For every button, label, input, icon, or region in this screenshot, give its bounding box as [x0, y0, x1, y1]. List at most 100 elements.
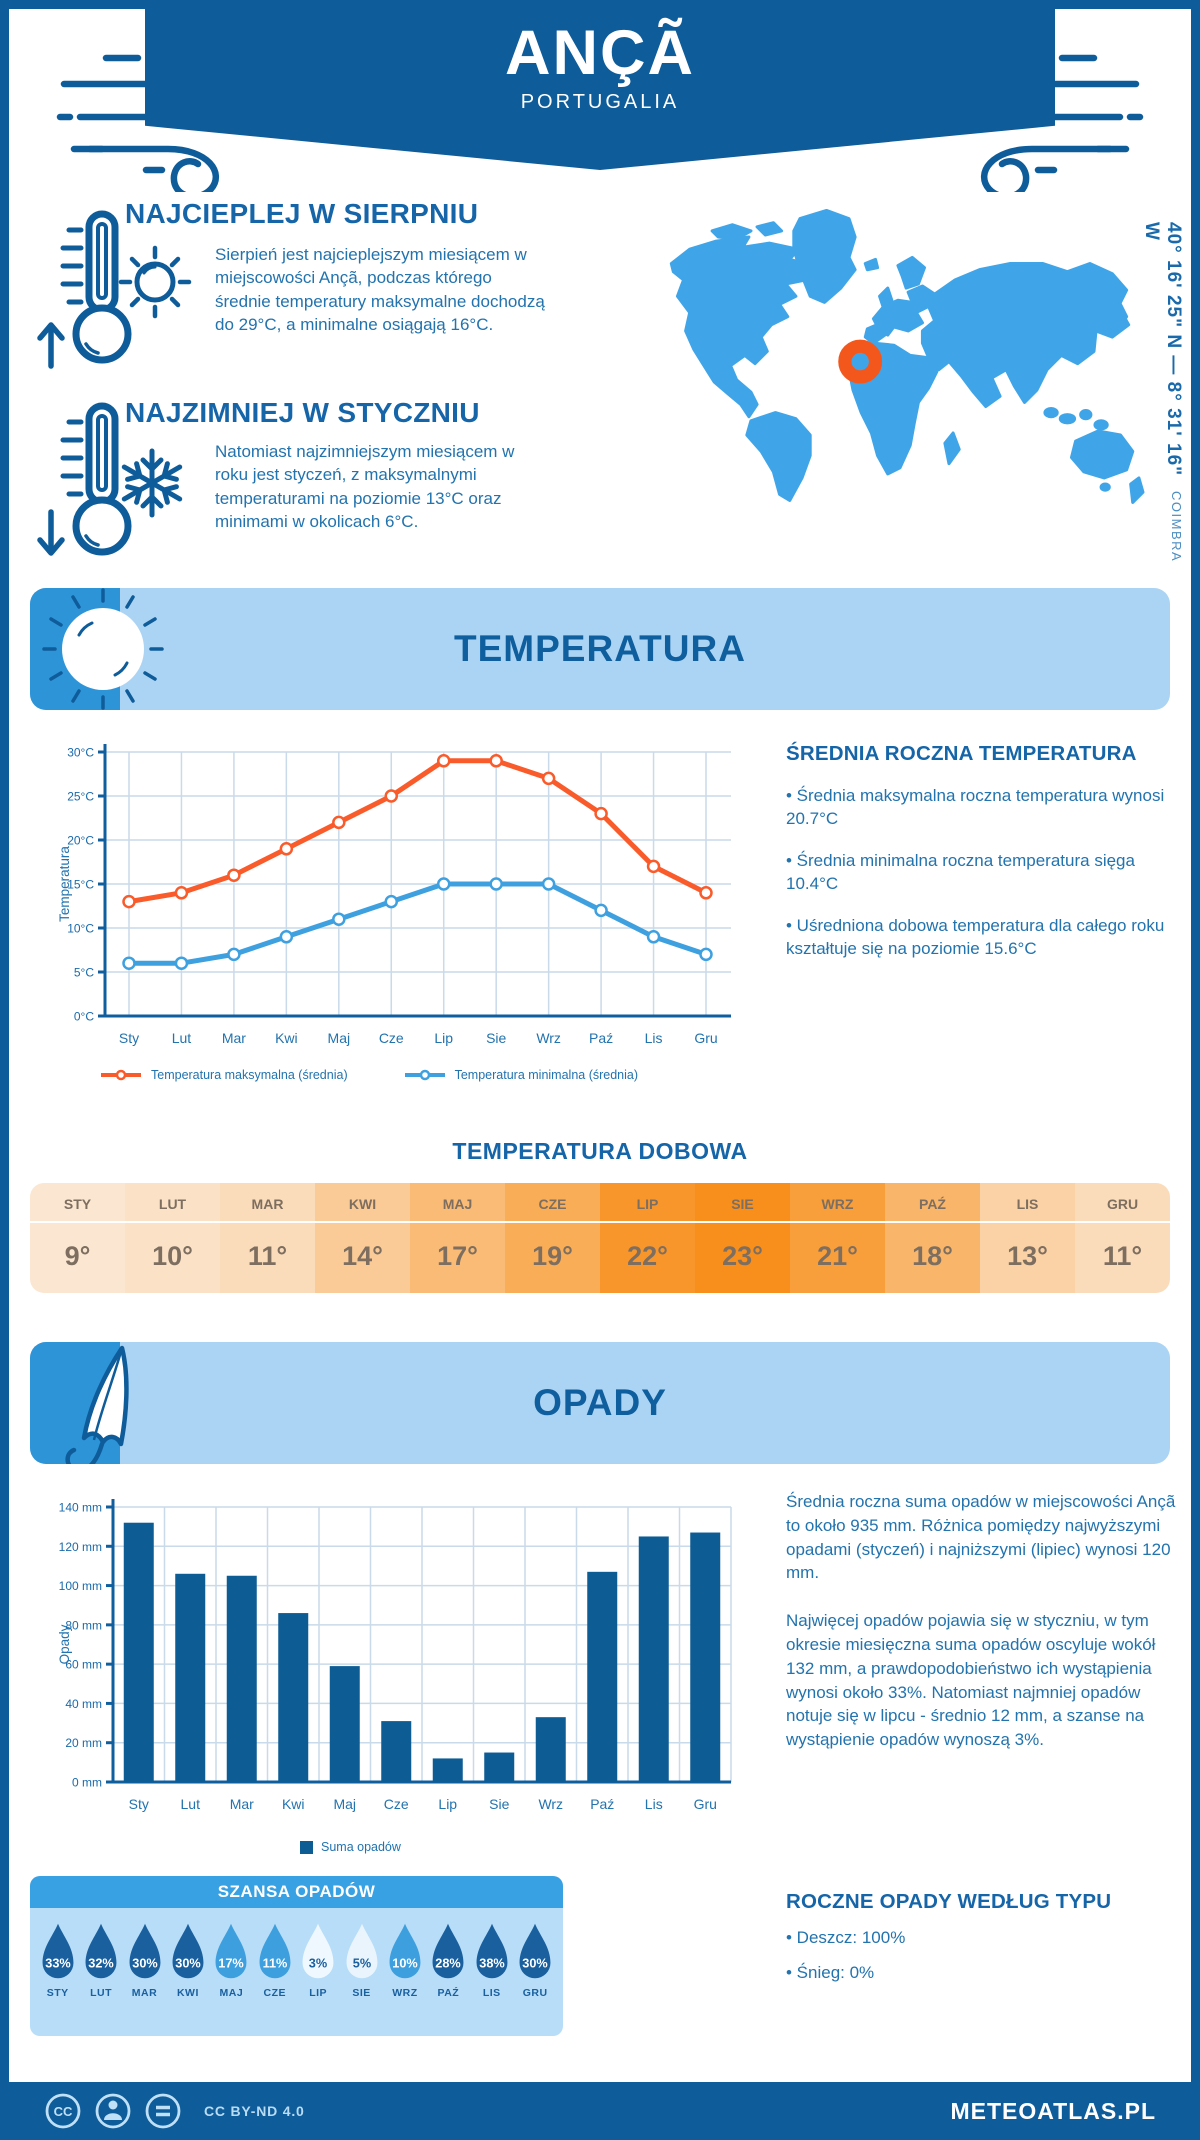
daily-temperature-value: 10° [152, 1241, 193, 1271]
warmest-heading: NAJCIEPLEJ W SIERPNIU [125, 198, 479, 229]
raindrop-icon: 30% [519, 1923, 551, 1979]
rain-chance-drop: 38% LIS [471, 1921, 513, 1999]
daily-month-label: LIP [600, 1183, 695, 1223]
temperature-section-banner: TEMPERATURA [30, 588, 1170, 710]
cc-by-icon [95, 2093, 131, 2129]
daily-temperature-cell: CZE 19° [505, 1183, 600, 1293]
svg-text:Paź: Paź [590, 1796, 614, 1812]
raindrop-icon: 11% [259, 1923, 291, 1979]
svg-text:Temperatura: Temperatura [57, 846, 72, 922]
precipitation-bar-chart: 0 mm 20 mm 40 mm 60 mm 80 mm 100 mm 120 mm 140 … [57, 1499, 732, 1812]
license-label: CC BY-ND 4.0 [204, 2103, 305, 2119]
max-line-swatch-icon [101, 1069, 141, 1081]
legend-item-max: Temperatura maksymalna (średnia) [100, 1068, 348, 1082]
rain-chance-drop: 32% LUT [80, 1921, 122, 1999]
daily-month-label: MAR [220, 1183, 315, 1223]
sun-icon [118, 245, 192, 319]
precipitation-chart-legend: Suma opadów [300, 1840, 401, 1854]
rain-chance-month: PAŹ [437, 1987, 460, 1999]
world-map [669, 208, 1145, 504]
svg-text:120 mm: 120 mm [59, 1540, 102, 1554]
svg-text:Lip: Lip [438, 1796, 457, 1812]
daily-temperature-value: 22° [627, 1241, 668, 1271]
rain-chance-month: LIP [309, 1987, 328, 1999]
rain-chance-month: STY [46, 1987, 69, 1999]
rain-chance-drop: 28% PAŹ [427, 1921, 469, 1999]
rain-chance-heading: SZANSA OPADÓW [30, 1876, 563, 1908]
svg-text:20 mm: 20 mm [65, 1736, 102, 1750]
svg-text:25°C: 25°C [67, 790, 94, 804]
svg-text:32%: 32% [88, 1955, 113, 1970]
raindrop-icon: 3% [302, 1923, 334, 1979]
svg-text:30°C: 30°C [67, 746, 94, 760]
daily-month-label: LIS [980, 1183, 1075, 1223]
rain-chance-month: CZE [263, 1987, 286, 1999]
raindrop-icon: 10% [389, 1923, 421, 1979]
daily-temperature-cell: MAR 11° [220, 1183, 315, 1293]
daily-temperature-cell: STY 9° [30, 1183, 125, 1293]
page-title: ANÇÃ [505, 18, 695, 88]
raindrop-icon: 28% [432, 1923, 464, 1979]
daily-temperature-cell: LIP 22° [600, 1183, 695, 1293]
precipitation-section-banner: OPADY [30, 1342, 1170, 1464]
daily-month-label: GRU [1075, 1183, 1170, 1223]
svg-text:11%: 11% [262, 1955, 287, 1970]
snowflake-icon [121, 448, 183, 518]
daily-temperature-value: 21° [817, 1241, 858, 1271]
svg-text:Maj: Maj [333, 1796, 356, 1812]
svg-text:3%: 3% [309, 1955, 327, 1970]
daily-temperature-value: 13° [1007, 1241, 1048, 1271]
coordinates-text: 40° 16' 25" N — 8° 31' 16" W [1141, 222, 1184, 477]
svg-text:Gru: Gru [694, 1796, 717, 1812]
temperature-chart-legend: Temperatura maksymalna (średnia) Tempera… [100, 1068, 638, 1082]
rain-chance-month: MAR [131, 1987, 158, 1999]
page-subtitle: PORTUGALIA [520, 91, 680, 113]
daily-temperature-cell: LUT 10° [125, 1183, 220, 1293]
svg-text:33%: 33% [45, 1955, 70, 1970]
coldest-text: Natomiast najzimniejszym miesiącem w rok… [215, 442, 515, 531]
rain-chance-drop: 5% SIE [341, 1921, 383, 1999]
min-line-swatch-icon [404, 1069, 445, 1081]
precipitation-types-heading: ROCZNE OPADY WEDŁUG TYPU [786, 1890, 1112, 1913]
svg-text:Lut: Lut [181, 1796, 201, 1812]
svg-text:Wrz: Wrz [536, 1030, 561, 1046]
svg-text:30%: 30% [132, 1955, 157, 1970]
svg-text:Wrz: Wrz [538, 1796, 563, 1812]
svg-text:Cze: Cze [379, 1030, 404, 1046]
svg-text:17%: 17% [219, 1955, 244, 1970]
svg-text:5°C: 5°C [74, 966, 94, 980]
daily-temperature-value: 11° [247, 1241, 288, 1271]
svg-text:0 mm: 0 mm [72, 1776, 102, 1790]
daily-month-label: MAJ [410, 1183, 505, 1223]
daily-temperature-value: 11° [1102, 1241, 1143, 1271]
temperature-section-title: TEMPERATURA [454, 628, 746, 669]
svg-text:0°C: 0°C [74, 1010, 94, 1024]
daily-month-label: SIE [695, 1183, 790, 1223]
rain-chance-month: LUT [90, 1987, 113, 1999]
daily-temperature-table: STY 9° LUT 10° MAR 11° KWI 14° MAJ 17° C… [30, 1183, 1170, 1293]
daily-month-label: KWI [315, 1183, 410, 1223]
thermometer-cold-icon [60, 402, 132, 556]
umbrella-badge-icon [65, 1345, 129, 1464]
rain-chance-drop: 33% STY [37, 1921, 79, 1999]
daily-temperature-value: 19° [532, 1241, 573, 1271]
svg-text:140 mm: 140 mm [59, 1501, 102, 1515]
daily-temperature-heading: TEMPERATURA DOBOWA [452, 1138, 748, 1164]
svg-text:100 mm: 100 mm [59, 1579, 102, 1593]
daily-temperature-value: 23° [722, 1241, 763, 1271]
footer: CC CC BY-ND 4.0 METEOATLAS.PL [0, 2082, 1200, 2140]
svg-text:30%: 30% [522, 1955, 547, 1970]
precipitation-type-bullet: • Deszcz: 100% [786, 1928, 906, 1947]
svg-text:Sie: Sie [486, 1030, 506, 1046]
svg-text:Lis: Lis [645, 1030, 663, 1046]
svg-text:CC: CC [54, 2104, 73, 2119]
daily-temperature-cell: MAJ 17° [410, 1183, 505, 1293]
svg-text:Cze: Cze [384, 1796, 409, 1812]
raindrop-icon: 33% [42, 1923, 74, 1979]
annual-temperature-heading: ŚREDNIA ROCZNA TEMPERATURA [786, 742, 1137, 765]
cc-nd-icon [145, 2093, 181, 2129]
bar-swatch-icon [300, 1840, 313, 1854]
daily-month-label: PAŹ [885, 1183, 980, 1223]
legend-item-min: Temperatura minimalna (średnia) [404, 1068, 638, 1082]
svg-text:Gru: Gru [694, 1030, 717, 1046]
